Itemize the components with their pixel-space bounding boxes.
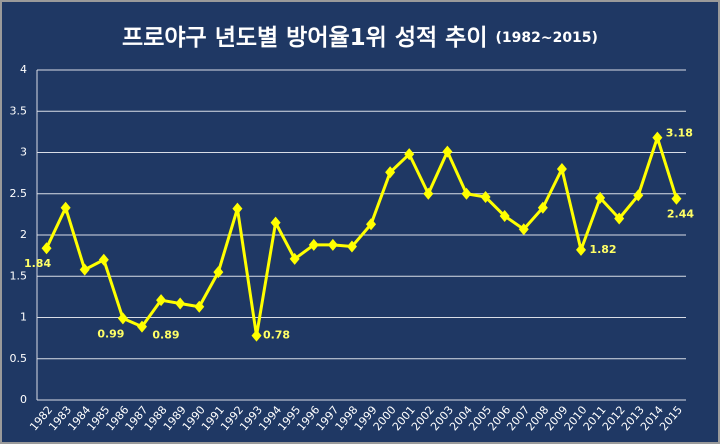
marker bbox=[289, 252, 300, 265]
data-label: 3.18 bbox=[666, 127, 693, 140]
marker bbox=[404, 148, 415, 161]
marker bbox=[480, 191, 491, 204]
marker bbox=[327, 238, 338, 251]
y-tick-label: 0 bbox=[20, 393, 27, 406]
y-tick-label: 2 bbox=[20, 228, 27, 241]
y-tick-label: 3.5 bbox=[10, 104, 28, 117]
marker bbox=[366, 218, 377, 231]
y-tick-label: 3 bbox=[20, 146, 27, 159]
chart-subtitle: (1982~2015) bbox=[495, 30, 597, 46]
marker bbox=[156, 294, 167, 307]
marker bbox=[595, 191, 606, 204]
marker bbox=[423, 187, 434, 200]
marker bbox=[346, 240, 357, 253]
series-line bbox=[45, 136, 678, 338]
marker bbox=[213, 266, 224, 279]
marker bbox=[652, 131, 663, 144]
marker bbox=[175, 297, 186, 310]
marker bbox=[232, 202, 243, 215]
marker bbox=[136, 320, 147, 333]
y-tick-label: 2.5 bbox=[10, 187, 28, 200]
marker bbox=[556, 163, 567, 175]
marker bbox=[117, 312, 128, 325]
marker bbox=[41, 242, 52, 255]
marker bbox=[671, 192, 682, 205]
marker bbox=[633, 189, 644, 202]
marker bbox=[499, 210, 510, 223]
data-label: 0.78 bbox=[263, 329, 290, 342]
marker bbox=[251, 329, 262, 342]
marker bbox=[79, 263, 90, 276]
marker bbox=[98, 253, 109, 266]
marker bbox=[576, 243, 587, 256]
y-tick-label: 1 bbox=[20, 311, 27, 324]
marker bbox=[614, 212, 625, 225]
data-label: 0.99 bbox=[97, 327, 124, 340]
y-tick-label: 4 bbox=[20, 63, 27, 76]
data-label: 1.82 bbox=[589, 243, 616, 256]
marker bbox=[442, 145, 453, 158]
chart-title-group: 프로야구 년도별 방어율1위 성적 추이 (1982~2015) bbox=[122, 25, 598, 51]
y-tick-label: 1.5 bbox=[10, 269, 28, 282]
chart-title: 프로야구 년도별 방어율1위 성적 추이 bbox=[122, 25, 487, 51]
y-tick-label: 0.5 bbox=[10, 352, 28, 365]
marker bbox=[385, 166, 396, 179]
data-label: 1.84 bbox=[24, 257, 51, 270]
marker bbox=[537, 201, 548, 214]
data-label: 2.44 bbox=[667, 208, 694, 221]
marker bbox=[194, 300, 205, 313]
marker bbox=[60, 201, 71, 214]
marker bbox=[461, 187, 472, 200]
marker bbox=[270, 216, 281, 229]
data-label: 0.89 bbox=[152, 329, 179, 342]
marker bbox=[518, 223, 529, 236]
marker bbox=[308, 238, 319, 251]
